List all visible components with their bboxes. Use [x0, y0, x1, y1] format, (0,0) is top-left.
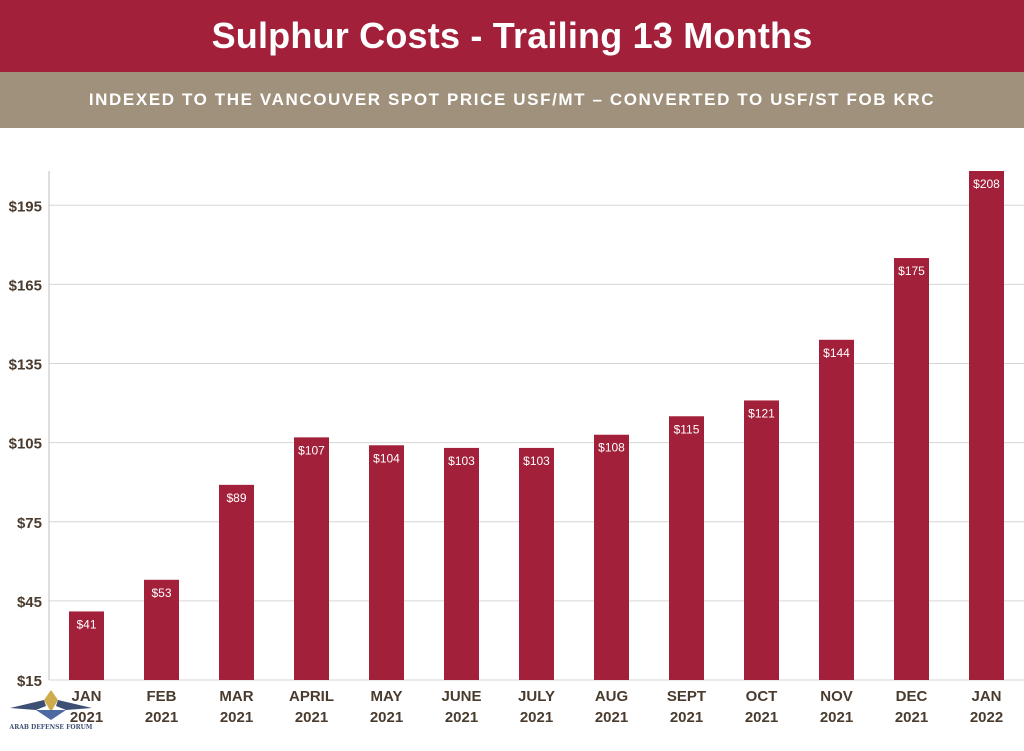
bar: [519, 447, 554, 680]
eagle-icon: [10, 690, 92, 720]
data-label: $103: [448, 454, 475, 468]
x-tick-label-month: NOV: [820, 688, 853, 705]
x-tick-label-month: JUNE: [441, 688, 481, 705]
y-tick-label: $75: [17, 515, 42, 532]
y-tick-label: $105: [9, 436, 42, 453]
watermark-logo: ARAB DEFENSE FORUM: [6, 686, 96, 748]
x-tick-label-year: 2021: [70, 709, 103, 726]
x-tick-label-month: FEB: [147, 688, 177, 705]
subtitle-bar: INDEXED TO THE VANCOUVER SPOT PRICE USF/…: [0, 72, 1024, 128]
bar: [744, 400, 779, 680]
x-tick-label-year: 2021: [295, 709, 328, 726]
x-tick-label-month: JAN: [71, 688, 101, 705]
y-tick-label: $195: [9, 198, 42, 215]
data-label: $107: [298, 443, 325, 457]
y-tick-label: $135: [9, 357, 42, 374]
x-tick-label-year: 2021: [670, 709, 703, 726]
x-tick-label-year: 2021: [595, 709, 628, 726]
chart-title: Sulphur Costs - Trailing 13 Months: [211, 15, 813, 56]
y-tick-label: $165: [9, 277, 42, 294]
x-tick-label-month: SEPT: [667, 688, 706, 705]
x-tick-label-month: MAR: [219, 688, 253, 705]
y-tick-label: $45: [17, 594, 42, 611]
data-label: $108: [598, 441, 625, 455]
x-tick-label-year: 2021: [520, 709, 553, 726]
data-label: $115: [674, 422, 700, 436]
x-tick-label-year: 2021: [745, 709, 778, 726]
data-label: $103: [523, 454, 550, 468]
y-tick-label: $15: [17, 673, 42, 690]
x-tick-label-year: 2022: [970, 709, 1003, 726]
bar: [819, 339, 854, 680]
data-label: $208: [973, 177, 1000, 191]
x-tick-label-month: APRIL: [289, 688, 334, 705]
x-tick-label-year: 2021: [895, 709, 928, 726]
x-tick-label-month: OCT: [746, 688, 778, 705]
x-tick-label-year: 2021: [145, 709, 178, 726]
x-tick-label-month: JAN: [971, 688, 1001, 705]
bar: [369, 445, 404, 680]
watermark-text: ARAB DEFENSE FORUM: [9, 724, 93, 731]
bar: [594, 434, 629, 680]
x-tick-label-year: 2021: [445, 709, 478, 726]
data-label: $104: [373, 451, 400, 465]
data-label: $175: [898, 264, 925, 278]
x-tick-label-month: AUG: [595, 688, 628, 705]
x-tick-label-year: 2021: [220, 709, 253, 726]
data-label: $144: [823, 346, 850, 360]
bar: [219, 484, 254, 680]
data-label: $89: [226, 491, 246, 505]
bar: [444, 447, 479, 680]
x-tick-label-month: JULY: [518, 688, 555, 705]
data-label: $121: [748, 406, 775, 420]
bar: [144, 579, 179, 680]
bar: [294, 437, 329, 680]
chart-subtitle: INDEXED TO THE VANCOUVER SPOT PRICE USF/…: [88, 90, 936, 109]
x-tick-label-year: 2021: [370, 709, 403, 726]
data-label: $41: [76, 617, 96, 631]
x-tick-label-year: 2021: [820, 709, 853, 726]
title-bar: Sulphur Costs - Trailing 13 Months: [0, 0, 1024, 72]
data-label: $53: [151, 586, 171, 600]
bar: [894, 258, 929, 680]
x-tick-label-month: DEC: [896, 688, 928, 705]
bar: [669, 416, 704, 680]
x-tick-label-month: MAY: [371, 688, 403, 705]
bar: [69, 611, 104, 680]
bar: [969, 171, 1004, 680]
